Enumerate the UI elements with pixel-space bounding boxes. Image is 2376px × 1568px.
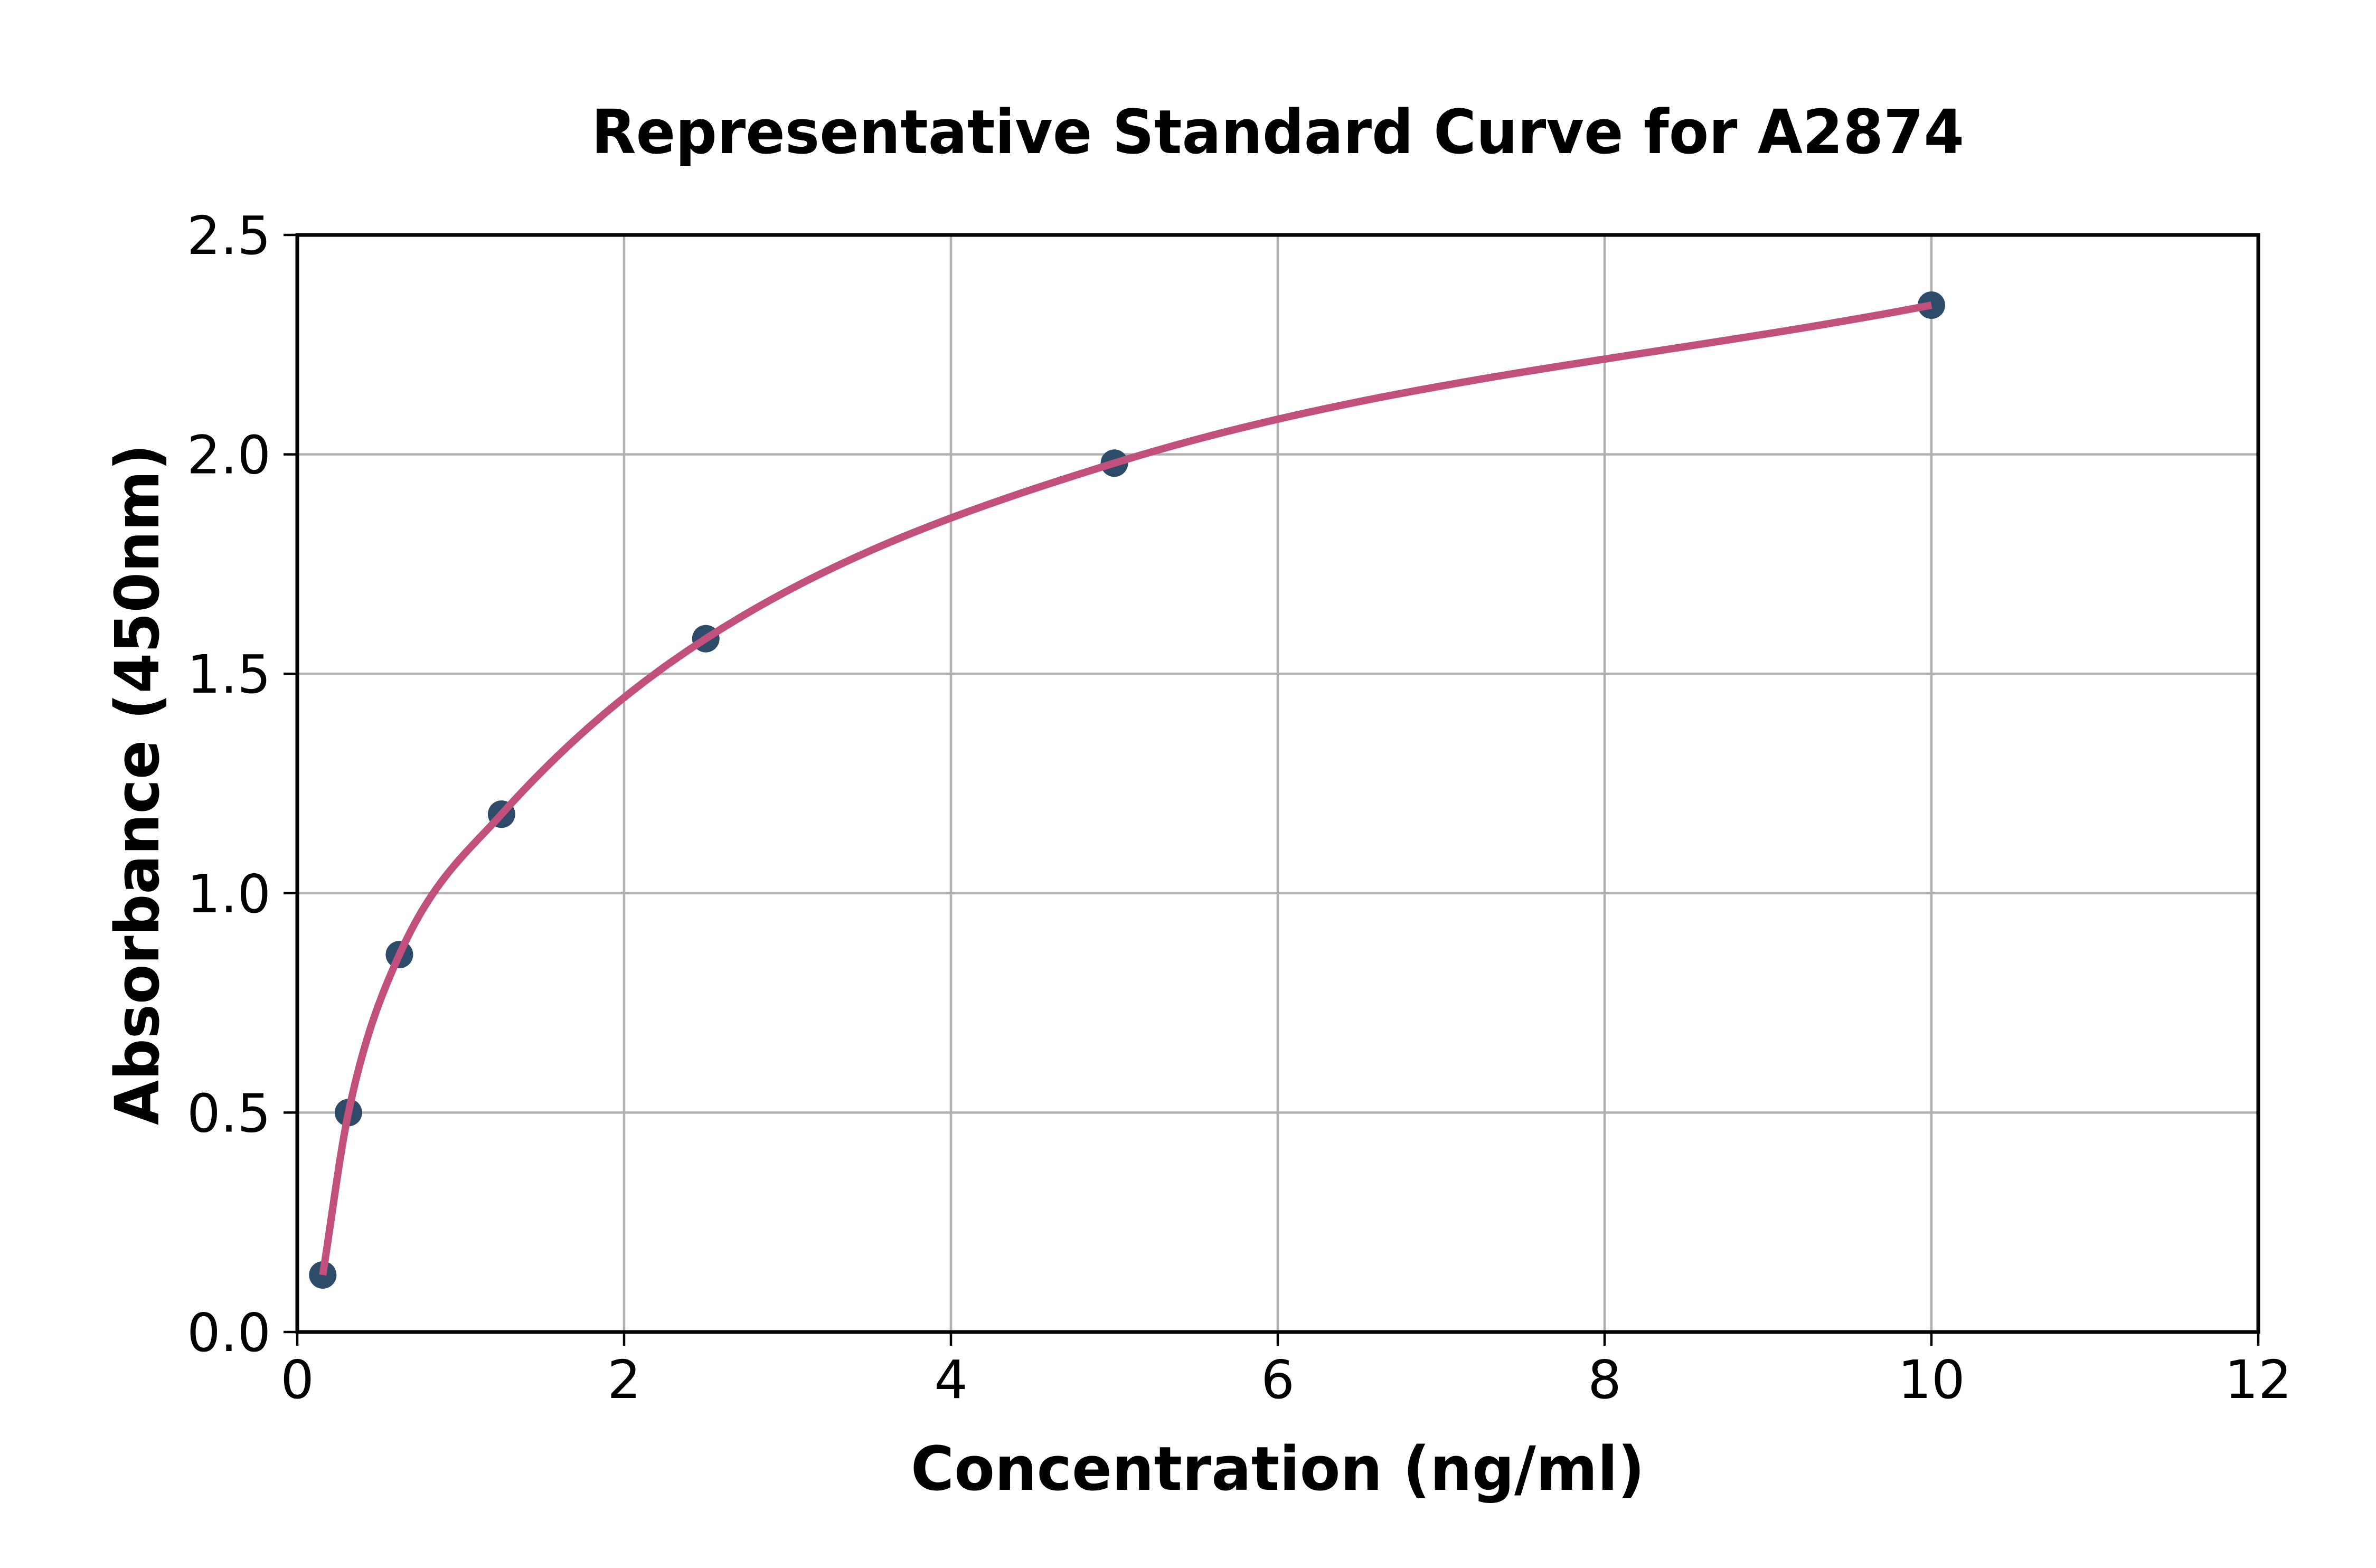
y-tick-label: 2.5 — [187, 205, 271, 267]
x-tick-label: 0 — [280, 1349, 314, 1411]
y-axis-tick-labels: 0.0 0.5 1.0 1.5 2.0 2.5 — [187, 205, 271, 1364]
x-axis-label: Concentration (ng/ml) — [911, 1434, 1645, 1505]
x-tick-label: 2 — [607, 1349, 641, 1411]
axis-ticks — [284, 233, 2260, 1346]
y-tick-label: 0.0 — [187, 1302, 271, 1364]
y-tick-label: 1.0 — [187, 863, 271, 925]
y-tick-label: 0.5 — [187, 1082, 271, 1144]
x-axis-tick-labels: 0 2 4 6 8 10 12 — [280, 1349, 2292, 1411]
x-tick-label: 10 — [1898, 1349, 1965, 1411]
x-tick-label: 8 — [1588, 1349, 1621, 1411]
x-tick-label: 12 — [2224, 1349, 2292, 1411]
x-tick-label: 6 — [1261, 1349, 1295, 1411]
fitted-curve-line — [319, 301, 1932, 1276]
y-axis-label: Absorbance (450nm) — [102, 444, 173, 1125]
x-tick-label: 4 — [934, 1349, 968, 1411]
y-tick-label: 1.5 — [187, 644, 271, 705]
chart-title: Representative Standard Curve for A2874 — [591, 97, 1964, 168]
y-tick-label: 2.0 — [187, 424, 271, 486]
